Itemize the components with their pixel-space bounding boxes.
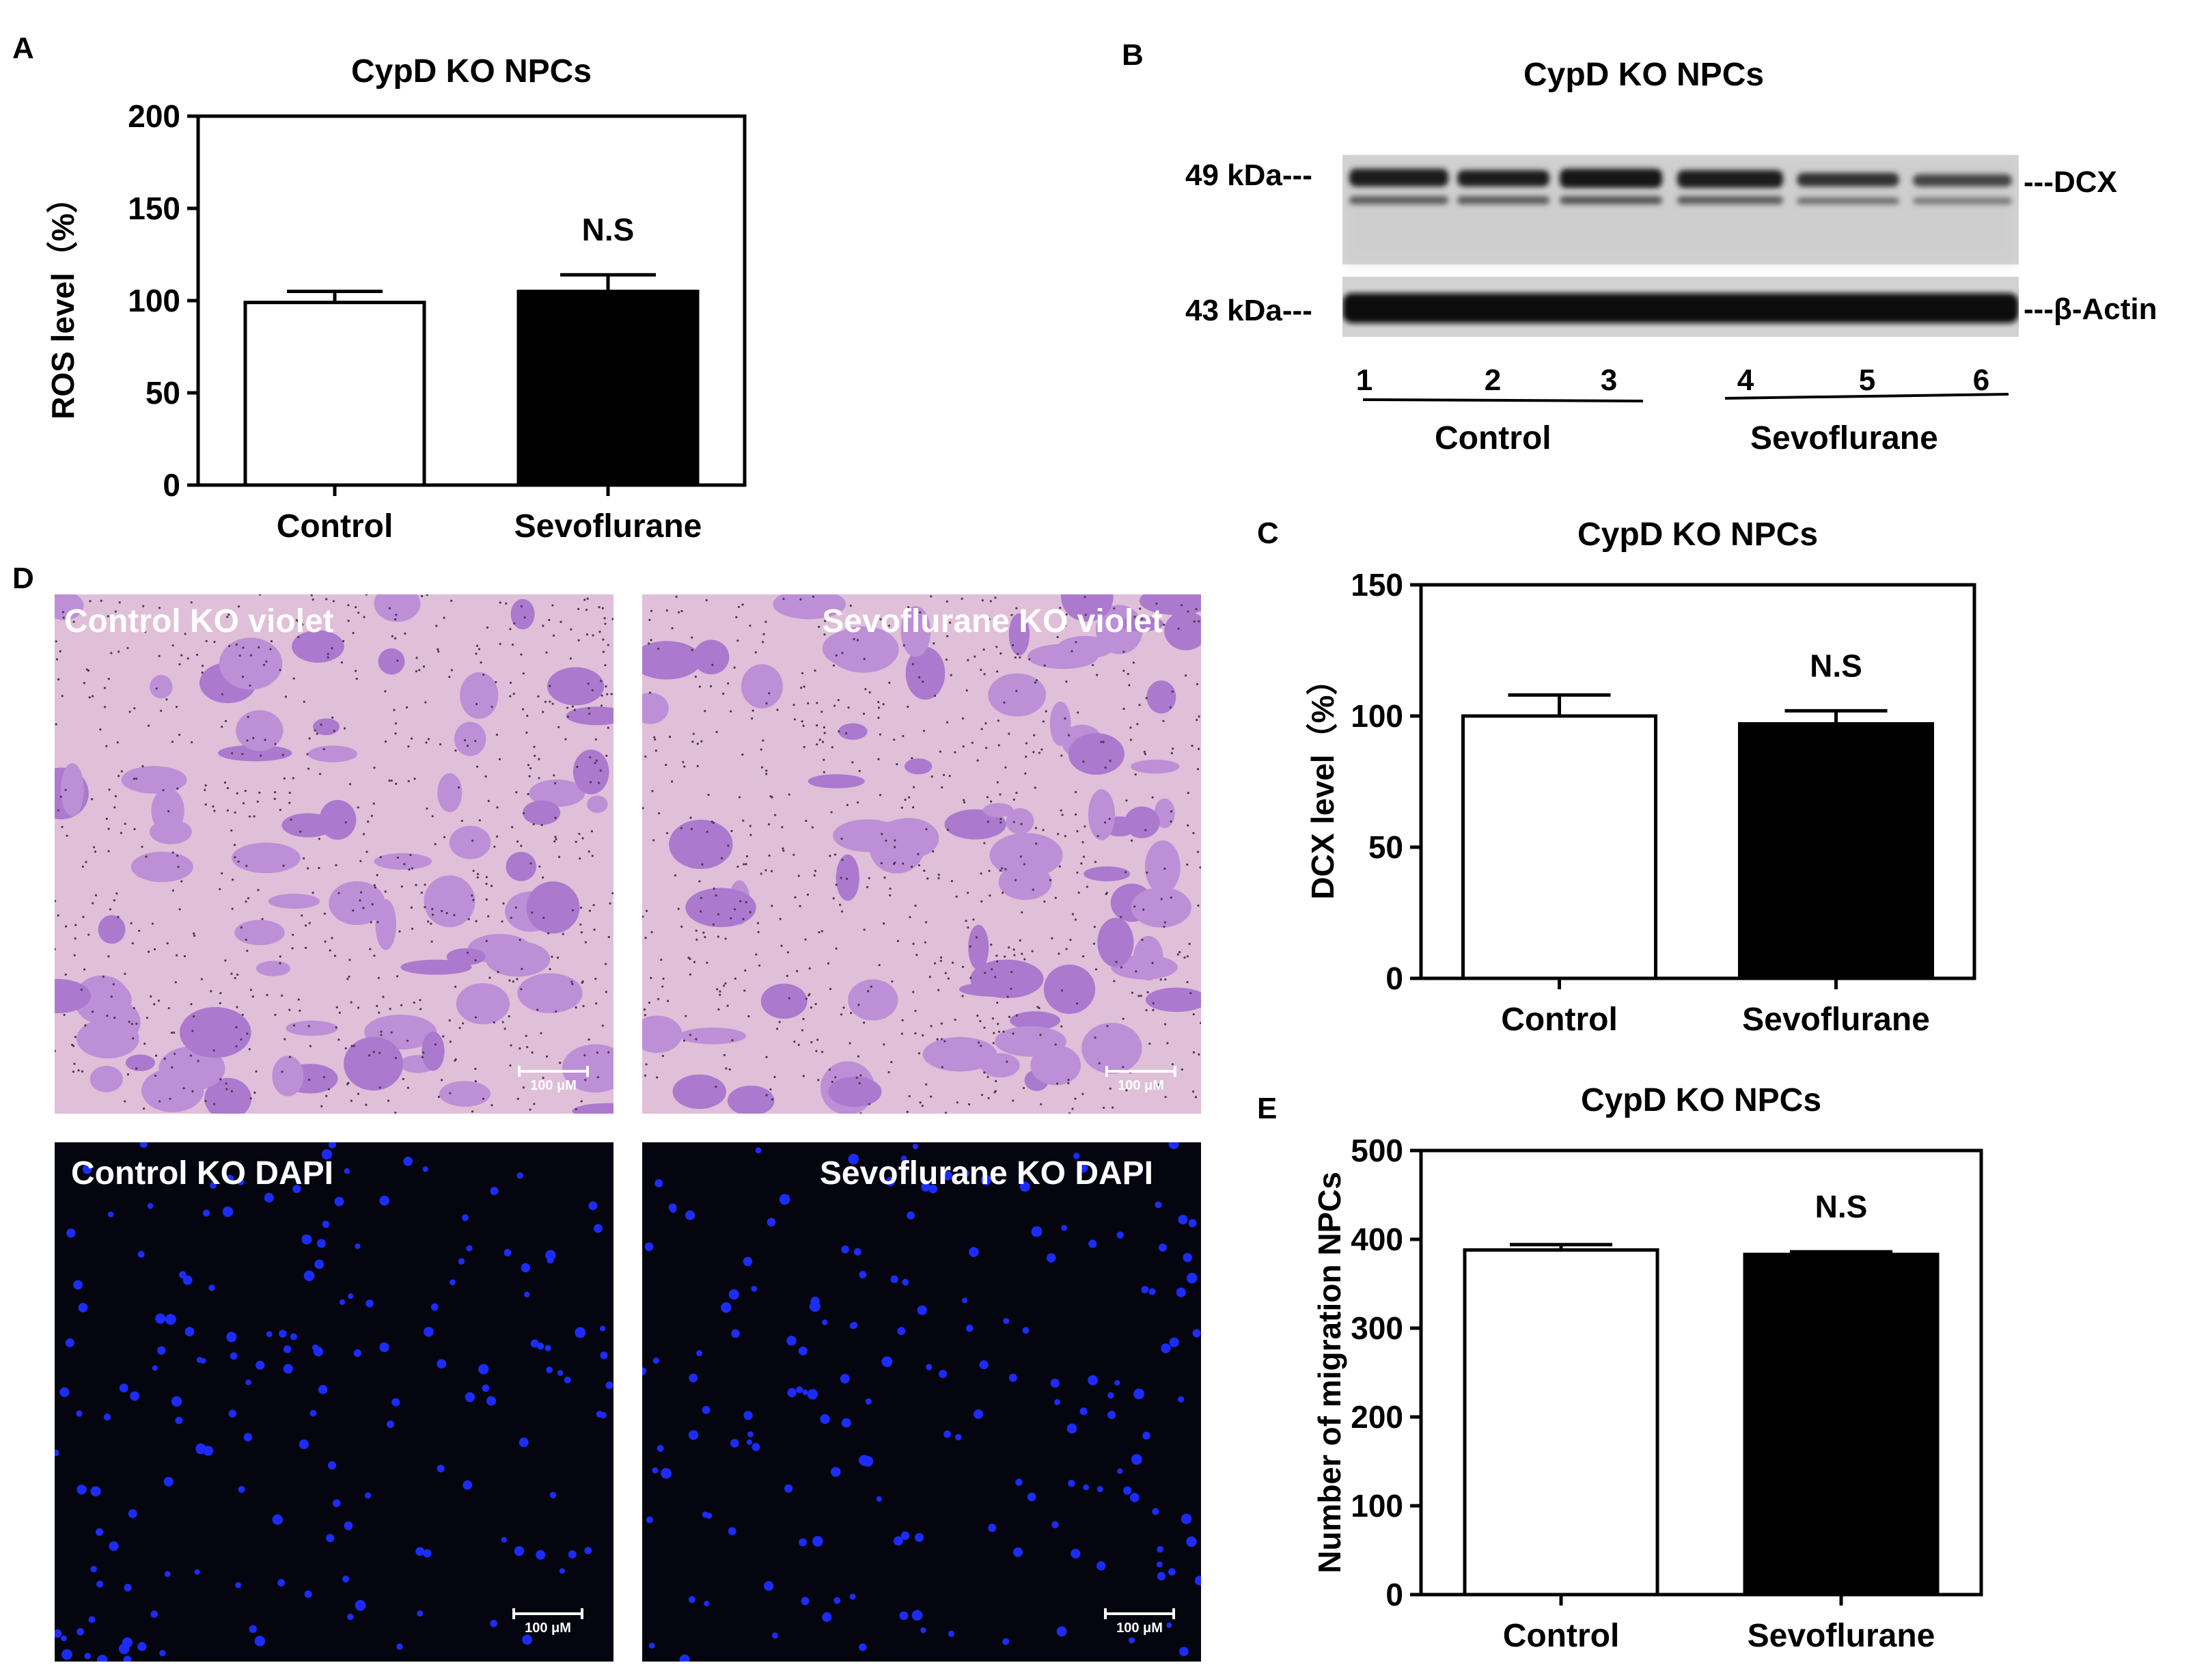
western-blot-title: CypD KO NPCs bbox=[1523, 57, 1765, 93]
bar-control bbox=[243, 301, 426, 487]
dcx-band-label: ---DCX bbox=[2024, 165, 2117, 199]
western-blot-image: 1 2 3 4 5 6 bbox=[1342, 155, 2019, 402]
panel-letter-c: C bbox=[1257, 517, 1279, 550]
y-tick-label: 500 bbox=[1351, 1133, 1403, 1168]
y-tick-label: 100 bbox=[128, 283, 180, 318]
scale-bar-label: 100 μM bbox=[525, 1621, 571, 1636]
plot-frame bbox=[1419, 1148, 1983, 1597]
marker-49kda-label: 49 kDa--- bbox=[1185, 159, 1312, 192]
micrograph-label: Control KO violet bbox=[64, 603, 334, 639]
y-tick-label: 200 bbox=[1351, 1399, 1403, 1435]
micrograph-sevoflurane-violet: Sevoflurane KO violet 100 μM bbox=[642, 594, 1201, 1114]
micrograph-label: Sevoflurane KO violet bbox=[822, 603, 1163, 639]
micrograph-sevoflurane-dapi: Sevoflurane KO DAPI 100 μM bbox=[642, 1142, 1201, 1662]
lane-number-2: 2 bbox=[1485, 363, 1501, 397]
x-tick-label: Sevoflurane bbox=[514, 508, 702, 545]
y-axis-label: ROS level（%） bbox=[45, 182, 81, 419]
y-tick-label: 150 bbox=[128, 191, 180, 226]
y-tick-label: 100 bbox=[1351, 1488, 1403, 1524]
significance-annotation: N.S bbox=[582, 212, 635, 247]
significance-annotation: N.S bbox=[1810, 648, 1862, 683]
micrograph-control-dapi: Control KO DAPI 100 μM bbox=[55, 1142, 613, 1662]
membrane-pores bbox=[642, 595, 1201, 1114]
lane-number-1: 1 bbox=[1356, 363, 1373, 397]
y-tick-label: 200 bbox=[128, 98, 180, 134]
plot-frame bbox=[1419, 583, 1976, 980]
control-group-line bbox=[1362, 398, 1644, 402]
stained-cell-clusters bbox=[55, 594, 613, 1114]
bar-sevoflurane bbox=[1743, 1252, 1940, 1597]
y-tick-label: 100 bbox=[1351, 698, 1403, 734]
y-tick-label: 50 bbox=[1368, 829, 1403, 865]
chart-a-ros-level: CypD KO NPCs ROS level（%） 0 50 100 150 200 Cont… bbox=[45, 53, 747, 545]
stained-cell-clusters bbox=[642, 594, 1201, 1114]
x-tick-label: Control bbox=[1501, 1002, 1618, 1038]
beta-actin-band-label: ---β-Actin bbox=[2024, 292, 2157, 326]
chart-title: CypD KO NPCs bbox=[1577, 517, 1818, 553]
lane-number-6: 6 bbox=[1973, 363, 1989, 397]
x-tick-label: Control bbox=[277, 508, 394, 545]
chart-e-migration-npcs: CypD KO NPCs Number of migration NPCs 0 100… bbox=[1312, 1082, 1983, 1654]
scale-bar-label: 100 μM bbox=[1118, 1078, 1164, 1093]
panel-letter-b: B bbox=[1122, 38, 1144, 72]
dapi-nuclei bbox=[642, 1142, 1201, 1662]
y-tick-label: 50 bbox=[146, 375, 180, 411]
y-tick-label: 0 bbox=[1385, 961, 1403, 996]
bar-sevoflurane bbox=[1738, 722, 1934, 980]
y-axis-label: Number of migration NPCs bbox=[1312, 1172, 1347, 1573]
panel-letter-e: E bbox=[1257, 1092, 1278, 1125]
chart-title: CypD KO NPCs bbox=[351, 53, 592, 89]
lane-number-3: 3 bbox=[1601, 363, 1617, 397]
bar-control bbox=[1461, 714, 1657, 980]
x-tick-label: Sevoflurane bbox=[1748, 1618, 1935, 1654]
y-tick-label: 150 bbox=[1351, 567, 1403, 603]
group-label-sevoflurane: Sevoflurane bbox=[1750, 420, 1938, 456]
group-label-control: Control bbox=[1435, 420, 1551, 456]
panel-letter-a: A bbox=[12, 31, 34, 65]
micrograph-control-violet: Control KO violet 100 μM bbox=[55, 594, 613, 1114]
y-tick-label: 0 bbox=[163, 467, 180, 503]
significance-annotation: N.S bbox=[1815, 1189, 1868, 1224]
y-tick-label: 300 bbox=[1351, 1310, 1403, 1346]
bar-control bbox=[1463, 1248, 1659, 1597]
y-tick-label: 400 bbox=[1351, 1222, 1403, 1257]
y-axis-label: DCX level（%） bbox=[1305, 663, 1340, 899]
lane-number-5: 5 bbox=[1859, 363, 1875, 397]
dcx-bands bbox=[1349, 169, 2012, 204]
lane-number-4: 4 bbox=[1737, 363, 1754, 397]
y-tick-label: 0 bbox=[1385, 1577, 1403, 1612]
chart-title: CypD KO NPCs bbox=[1581, 1082, 1821, 1118]
scale-bar-label: 100 μM bbox=[1116, 1621, 1163, 1636]
marker-43kda-label: 43 kDa--- bbox=[1185, 294, 1312, 327]
dapi-nuclei bbox=[55, 1142, 613, 1662]
chart-c-dcx-level: CypD KO NPCs DCX level（%） 0 50 100 150 Control… bbox=[1305, 517, 1976, 1038]
micrograph-label: Sevoflurane KO DAPI bbox=[819, 1155, 1153, 1192]
x-tick-label: Sevoflurane bbox=[1742, 1002, 1930, 1038]
beta-actin-bands bbox=[1342, 293, 2019, 323]
x-tick-label: Control bbox=[1503, 1618, 1620, 1654]
bar-sevoflurane bbox=[516, 290, 700, 487]
membrane-pores bbox=[55, 594, 613, 1114]
micrograph-label: Control KO DAPI bbox=[71, 1155, 333, 1192]
sevoflurane-group-line bbox=[1724, 393, 2009, 400]
scale-bar-label: 100 μM bbox=[530, 1078, 577, 1093]
panel-letter-d: D bbox=[12, 562, 34, 595]
